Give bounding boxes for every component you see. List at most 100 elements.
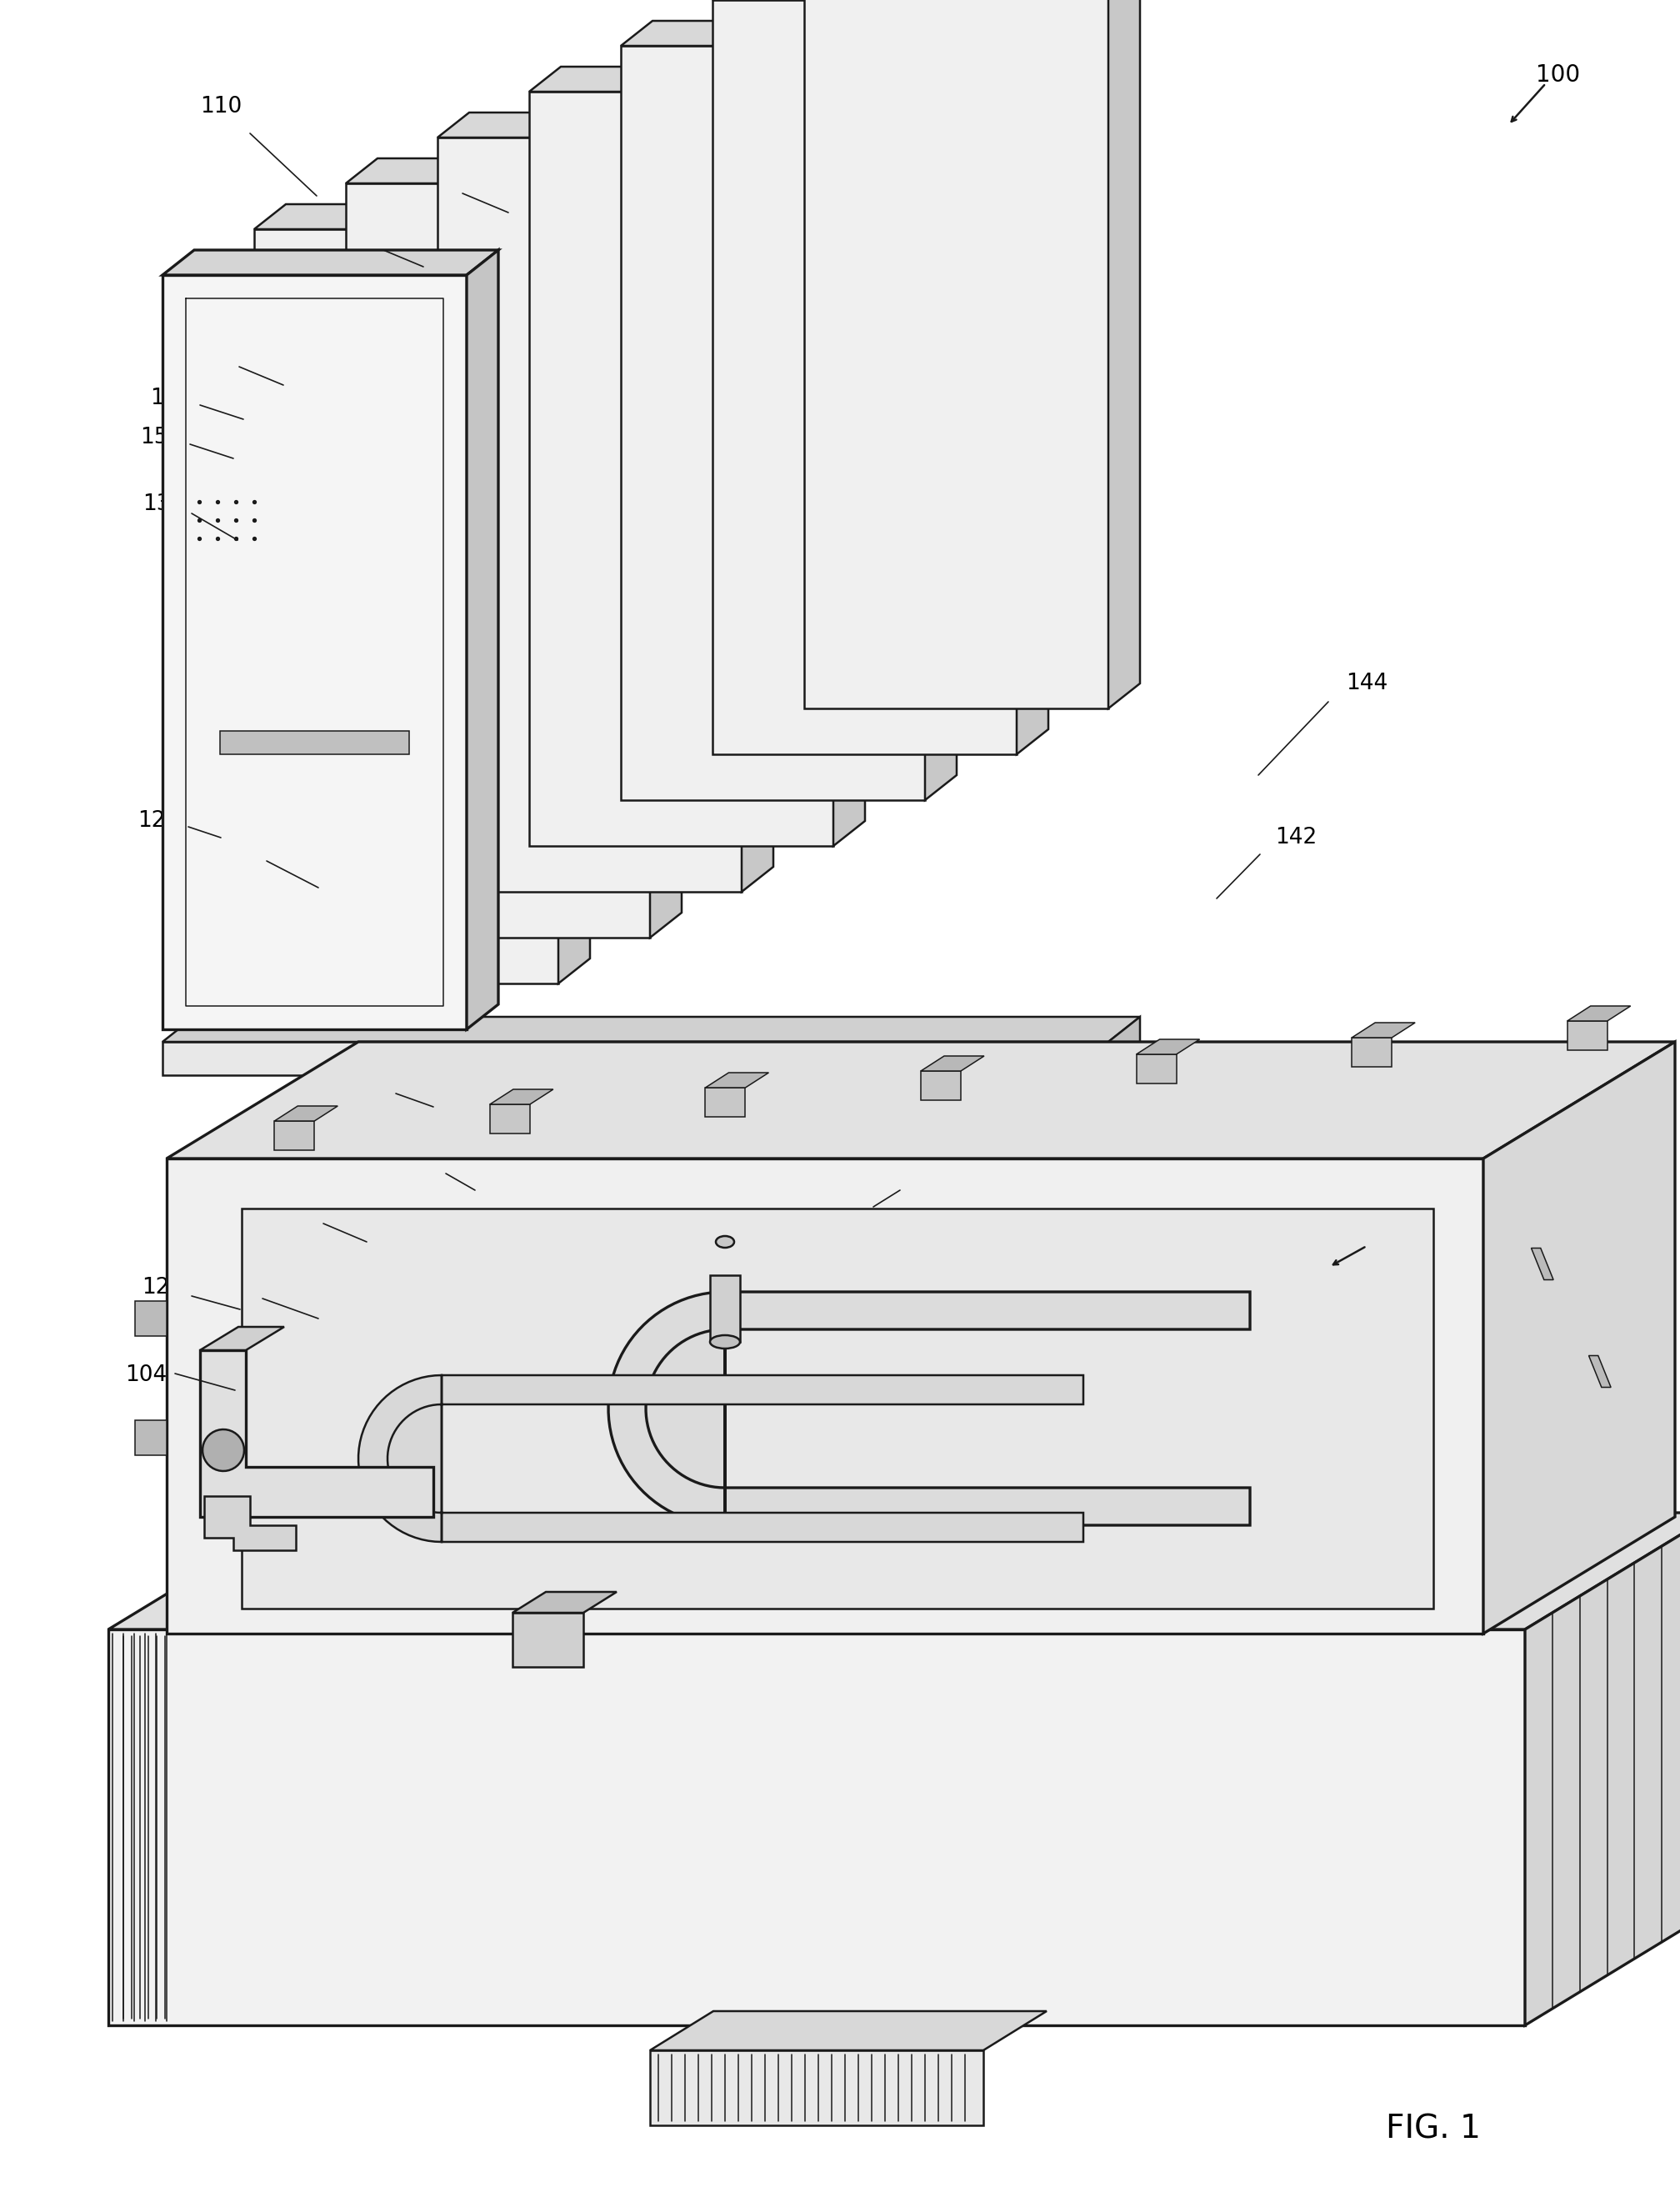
Polygon shape [274,1121,314,1149]
Polygon shape [166,1158,1483,1634]
Polygon shape [1016,0,1048,755]
Polygon shape [1567,1006,1631,1022]
Text: 104: 104 [124,1365,166,1385]
Polygon shape [200,1328,284,1350]
Text: 126: 126 [138,810,180,832]
Polygon shape [1352,1022,1415,1037]
Polygon shape [650,159,682,938]
Polygon shape [512,1592,617,1612]
Text: 132: 132 [1354,1376,1396,1398]
Polygon shape [1567,1022,1608,1050]
Polygon shape [254,205,590,229]
Text: 120: 120 [141,1277,183,1299]
Polygon shape [163,251,499,275]
Polygon shape [467,251,499,1028]
Polygon shape [437,112,773,137]
Polygon shape [134,1301,166,1337]
Polygon shape [163,1017,1141,1042]
Text: 162: 162 [192,350,234,370]
Text: 172: 172 [454,1601,496,1623]
Polygon shape [622,20,956,46]
Polygon shape [529,92,833,846]
Text: 102: 102 [1349,1231,1393,1253]
Text: 122: 122 [771,1740,813,1762]
Polygon shape [512,1612,583,1667]
Polygon shape [491,1090,553,1105]
Text: 128: 128 [754,1119,796,1141]
Text: 166: 166 [336,231,378,253]
Polygon shape [254,229,558,984]
Text: 144: 144 [1346,672,1388,694]
Text: 150: 150 [139,427,181,449]
Polygon shape [163,1042,1109,1075]
Text: 112: 112 [217,835,259,857]
Polygon shape [1136,1039,1200,1055]
Text: 112: 112 [212,1277,254,1299]
Polygon shape [741,112,773,892]
Polygon shape [650,2010,1047,2050]
Text: 174: 174 [116,1795,158,1814]
Polygon shape [200,1350,433,1517]
Text: 110: 110 [200,97,242,117]
Polygon shape [108,1629,1525,2026]
Text: 148: 148 [724,1081,766,1103]
Text: 170: 170 [937,1469,979,1491]
Polygon shape [358,1376,1084,1541]
Polygon shape [1352,1037,1391,1066]
Text: 130: 130 [143,493,185,515]
Polygon shape [491,1105,529,1134]
Text: 154: 154 [405,1156,445,1178]
Polygon shape [1109,0,1141,709]
Polygon shape [203,1429,244,1471]
Text: 114: 114 [349,1077,391,1099]
Text: 124: 124 [516,1286,558,1306]
Polygon shape [437,137,741,892]
Text: 152: 152 [596,117,638,139]
Polygon shape [1589,1356,1611,1387]
Polygon shape [163,275,467,1028]
Polygon shape [711,1275,739,1341]
Polygon shape [706,1072,769,1088]
Polygon shape [805,0,1109,709]
Polygon shape [346,159,682,183]
Polygon shape [622,46,926,799]
Text: 120: 120 [276,1202,318,1224]
Polygon shape [166,1042,1675,1158]
Polygon shape [205,1495,296,1550]
Text: 100: 100 [1536,64,1581,86]
Text: 402: 402 [361,1563,403,1585]
Polygon shape [650,2050,983,2125]
Polygon shape [108,1513,1680,1629]
Polygon shape [921,1057,984,1070]
Polygon shape [608,1293,1250,1526]
Text: 168: 168 [412,174,454,196]
Text: 118: 118 [822,1176,862,1198]
Text: 142: 142 [1275,826,1317,848]
Polygon shape [558,205,590,984]
Polygon shape [529,66,865,92]
Polygon shape [346,183,650,938]
Polygon shape [242,1209,1433,1610]
Polygon shape [833,66,865,846]
Polygon shape [706,1088,746,1116]
Polygon shape [1136,1055,1176,1083]
Polygon shape [1109,1017,1141,1075]
Polygon shape [921,1070,961,1101]
Ellipse shape [716,1235,734,1249]
Text: 120: 120 [900,1169,942,1189]
Polygon shape [220,731,408,755]
Polygon shape [1530,1249,1554,1279]
Polygon shape [1525,1513,1680,2026]
Polygon shape [134,1420,166,1456]
Polygon shape [1483,1042,1675,1634]
Polygon shape [712,0,1016,755]
Text: 160: 160 [150,388,192,410]
Text: 116: 116 [1354,1268,1396,1290]
Ellipse shape [711,1334,739,1348]
Text: FIG. 1: FIG. 1 [1386,2114,1480,2145]
Text: 140: 140 [1221,1427,1263,1449]
Polygon shape [926,20,956,799]
Text: 158: 158 [867,1022,909,1044]
Polygon shape [274,1105,338,1121]
Text: 156: 156 [696,1249,738,1268]
